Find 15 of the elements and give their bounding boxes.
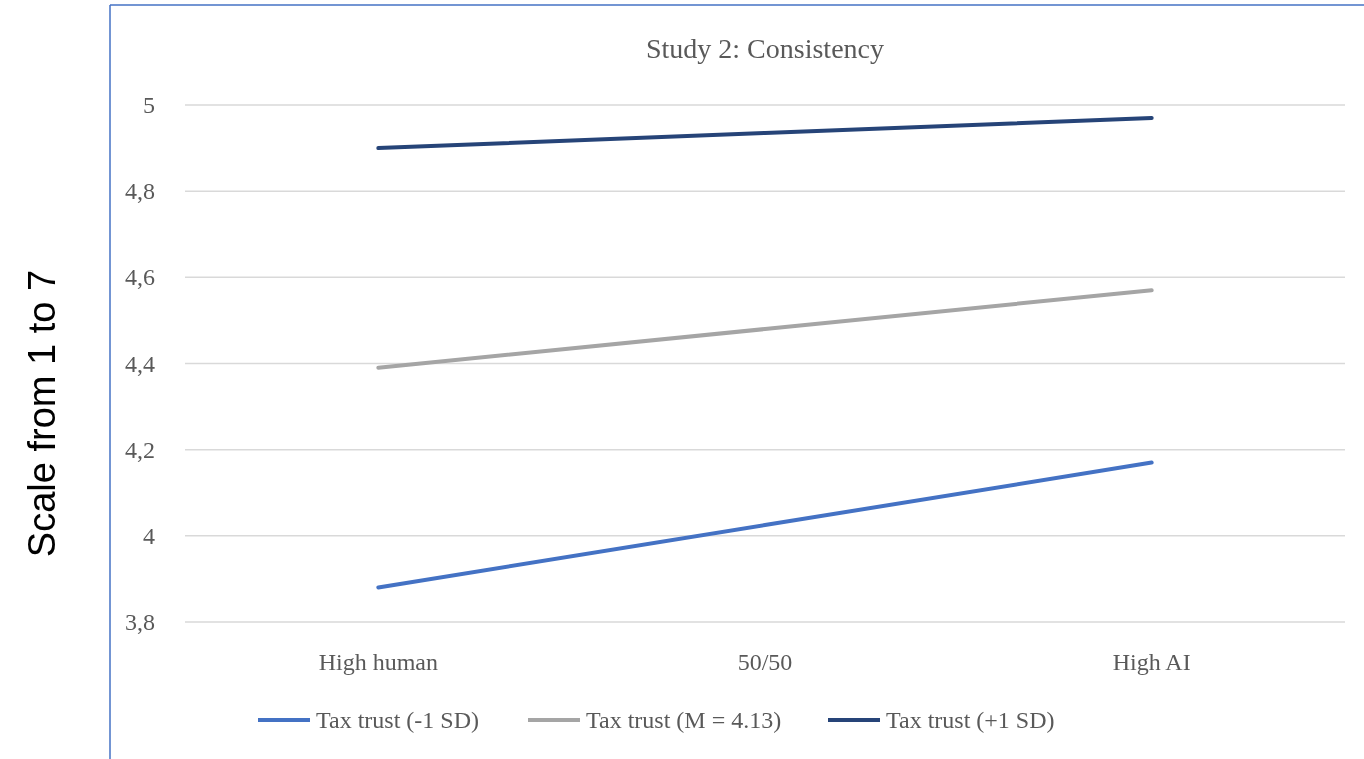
- legend-label: Tax trust (-1 SD): [316, 707, 479, 733]
- y-tick-label: 5: [143, 92, 155, 118]
- chart-title: Study 2: Consistency: [645, 33, 885, 64]
- legend-label: Tax trust (M = 4.13): [586, 707, 782, 733]
- y-tick-label: 4: [143, 522, 155, 549]
- legend-label: Tax trust (+1 SD): [886, 707, 1055, 733]
- y-tick-label: 3,8: [125, 609, 155, 635]
- y-tick-label: 4,4: [125, 350, 155, 377]
- y-tick-label: 4,6: [125, 264, 155, 291]
- x-tick-label: High AI: [1112, 649, 1191, 675]
- x-tick-label: High human: [318, 649, 438, 675]
- x-tick-label: 50/50: [737, 649, 793, 675]
- y-tick-label: 4,8: [125, 178, 155, 205]
- y-axis-title: Scale from 1 to 7: [21, 269, 63, 558]
- y-tick-label: 4,2: [125, 436, 155, 463]
